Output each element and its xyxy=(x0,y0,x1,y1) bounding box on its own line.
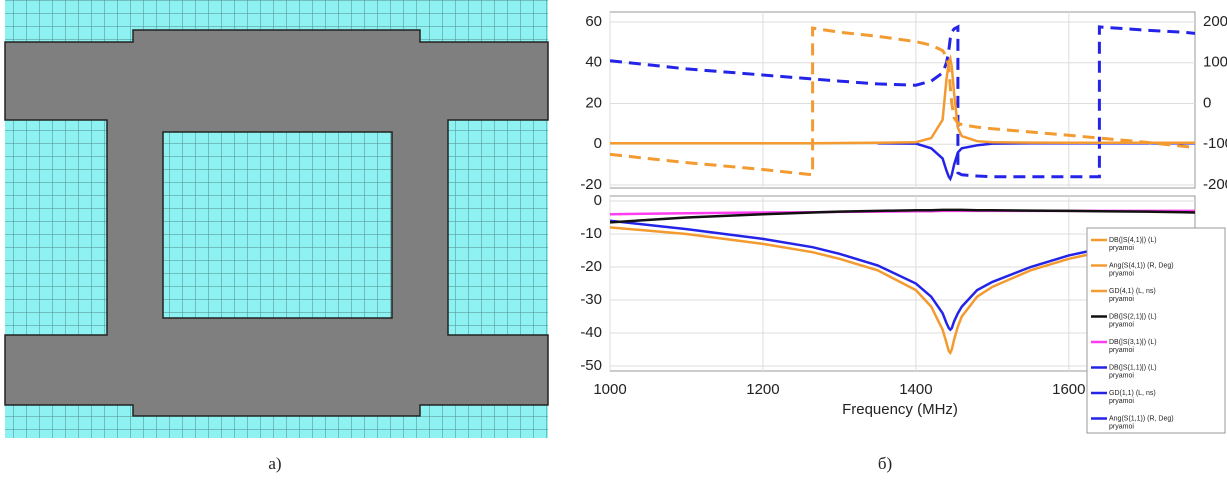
layout-image xyxy=(5,0,548,438)
y-tick-label: 60 xyxy=(585,13,602,30)
legend-source: pryamoi xyxy=(1109,270,1134,277)
legend-label: Ang(S(1,1)) (R, Deg) xyxy=(1109,415,1174,422)
legend-source: pryamoi xyxy=(1109,423,1134,430)
legend-label: DB(|S(1,1)|) (L) xyxy=(1109,364,1157,371)
y-tick-label: -40 xyxy=(580,324,602,341)
y2-tick-label: 200 xyxy=(1203,13,1227,30)
legend-label: DB(|S(4,1)|) (L) xyxy=(1109,237,1157,244)
legend-label: GD(4,1) (L, ns) xyxy=(1109,288,1156,295)
y-tick-label: -20 xyxy=(580,176,602,193)
x-tick-label: 1200 xyxy=(746,381,779,398)
y-tick-label: -30 xyxy=(580,291,602,308)
legend-label: DB(|S(3,1)|) (L) xyxy=(1109,339,1157,346)
caption: б) xyxy=(878,454,892,473)
y-tick-label: 20 xyxy=(585,94,602,111)
legend-source: pryamoi xyxy=(1109,321,1134,328)
caption: а) xyxy=(268,454,281,473)
legend-source: pryamoi xyxy=(1109,296,1134,303)
legend-source: pryamoi xyxy=(1109,245,1134,252)
legend-label: GD(1,1) (L, ns) xyxy=(1109,390,1156,397)
y2-tick-label: 0 xyxy=(1203,94,1211,111)
y2-tick-label: -200 xyxy=(1203,176,1227,193)
y-tick-label: 0 xyxy=(594,192,602,209)
legend-label: Ang(S(4,1)) (R, Deg) xyxy=(1109,262,1174,269)
figure: а) б) Frequency (MHz) 1000120014001600-2… xyxy=(0,0,1227,478)
series-line xyxy=(610,27,1195,177)
y2-tick-label: -100 xyxy=(1203,135,1227,152)
x-tick-label: 1600 xyxy=(1052,381,1085,398)
page: {"chart_data":{"type":"line","xlabel":"F… xyxy=(0,0,1227,483)
series-line xyxy=(610,28,1195,175)
legend-source: pryamoi xyxy=(1109,372,1134,379)
y-tick-label: -20 xyxy=(580,258,602,275)
y2-tick-label: 100 xyxy=(1203,54,1227,71)
legend-box xyxy=(1087,228,1225,433)
legend-source: pryamoi xyxy=(1109,398,1134,405)
legend-label: DB(|S(2,1)|) (L) xyxy=(1109,313,1157,320)
legend-source: pryamoi xyxy=(1109,347,1134,354)
y-tick-label: 40 xyxy=(585,54,602,71)
y-tick-label: 0 xyxy=(594,135,602,152)
x-tick-label: 1400 xyxy=(899,381,932,398)
x-axis-label: Frequency (MHz) xyxy=(842,401,958,418)
x-tick-label: 1000 xyxy=(593,381,626,398)
y-tick-label: -50 xyxy=(580,357,602,374)
series-line xyxy=(610,59,1195,144)
series-line xyxy=(878,143,1195,179)
y-tick-label: -10 xyxy=(580,225,602,242)
